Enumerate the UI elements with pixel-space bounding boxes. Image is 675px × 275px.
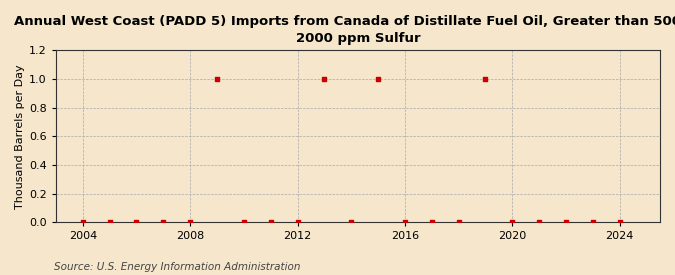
Point bbox=[319, 77, 330, 81]
Point bbox=[158, 220, 169, 225]
Point bbox=[507, 220, 518, 225]
Point bbox=[614, 220, 625, 225]
Title: Annual West Coast (PADD 5) Imports from Canada of Distillate Fuel Oil, Greater t: Annual West Coast (PADD 5) Imports from … bbox=[14, 15, 675, 45]
Point bbox=[373, 77, 383, 81]
Point bbox=[265, 220, 276, 225]
Point bbox=[212, 77, 223, 81]
Point bbox=[131, 220, 142, 225]
Point bbox=[587, 220, 598, 225]
Text: Source: U.S. Energy Information Administration: Source: U.S. Energy Information Administ… bbox=[54, 262, 300, 272]
Point bbox=[561, 220, 572, 225]
Point bbox=[427, 220, 437, 225]
Point bbox=[534, 220, 545, 225]
Point bbox=[292, 220, 303, 225]
Point bbox=[104, 220, 115, 225]
Point bbox=[480, 77, 491, 81]
Point bbox=[346, 220, 356, 225]
Point bbox=[400, 220, 410, 225]
Point bbox=[238, 220, 249, 225]
Point bbox=[78, 220, 88, 225]
Point bbox=[185, 220, 196, 225]
Y-axis label: Thousand Barrels per Day: Thousand Barrels per Day bbox=[15, 64, 25, 209]
Point bbox=[453, 220, 464, 225]
